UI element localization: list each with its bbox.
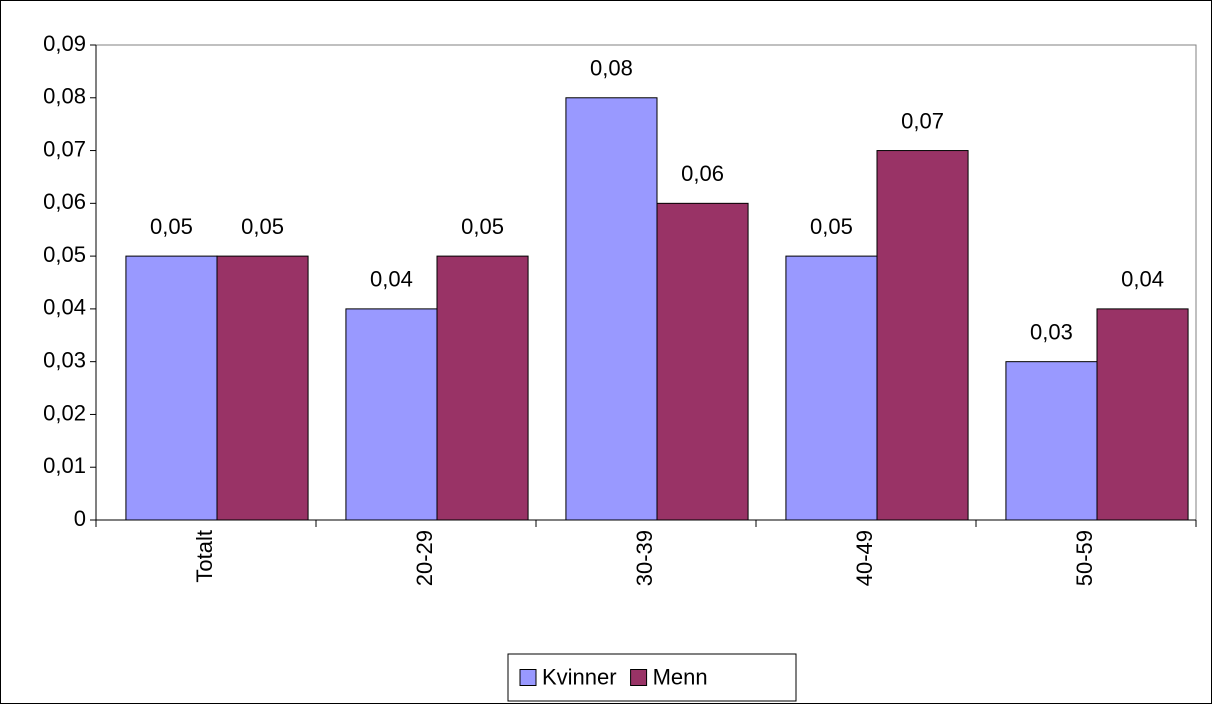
value-label: 0,05	[810, 214, 853, 239]
y-tick-label: 0,01	[43, 453, 86, 478]
bar	[656, 202, 749, 521]
bar	[1005, 361, 1098, 521]
legend-swatch	[519, 669, 537, 686]
bar	[876, 150, 969, 521]
value-label: 0,05	[461, 214, 504, 239]
y-tick-label: 0,03	[43, 347, 86, 372]
y-tick-label: 0,02	[43, 400, 86, 425]
x-tick-label: Totalt	[192, 530, 217, 583]
x-tick-label: 50-59	[1072, 530, 1097, 586]
y-tick-label: 0,07	[43, 136, 86, 161]
y-tick-label: 0,06	[43, 189, 86, 214]
value-label: 0,04	[370, 267, 413, 292]
y-tick-label: 0,04	[43, 295, 86, 320]
value-label: 0,05	[241, 214, 284, 239]
bar	[1096, 308, 1189, 521]
bar	[345, 308, 438, 521]
x-tick-label: 40-49	[852, 530, 877, 586]
legend-swatch	[630, 669, 648, 686]
y-tick-label: 0,05	[43, 242, 86, 267]
bar	[216, 255, 309, 521]
y-tick-label: 0	[74, 506, 86, 531]
bar	[565, 97, 658, 521]
legend-box	[507, 653, 797, 702]
x-tick-label: 20-29	[412, 530, 437, 586]
y-tick-label: 0,09	[43, 31, 86, 56]
value-label: 0,06	[681, 161, 724, 186]
y-tick-label: 0,08	[43, 84, 86, 109]
bar	[125, 255, 218, 521]
bar	[436, 255, 529, 521]
x-tick-label: 30-39	[632, 530, 657, 586]
value-label: 0,07	[901, 108, 944, 133]
legend-label: Kvinner	[542, 664, 617, 689]
value-label: 0,08	[590, 56, 633, 81]
value-label: 0,03	[1030, 319, 1073, 344]
value-label: 0,05	[150, 214, 193, 239]
value-label: 0,04	[1121, 267, 1164, 292]
legend-label: Menn	[653, 664, 708, 689]
bar	[785, 255, 878, 521]
